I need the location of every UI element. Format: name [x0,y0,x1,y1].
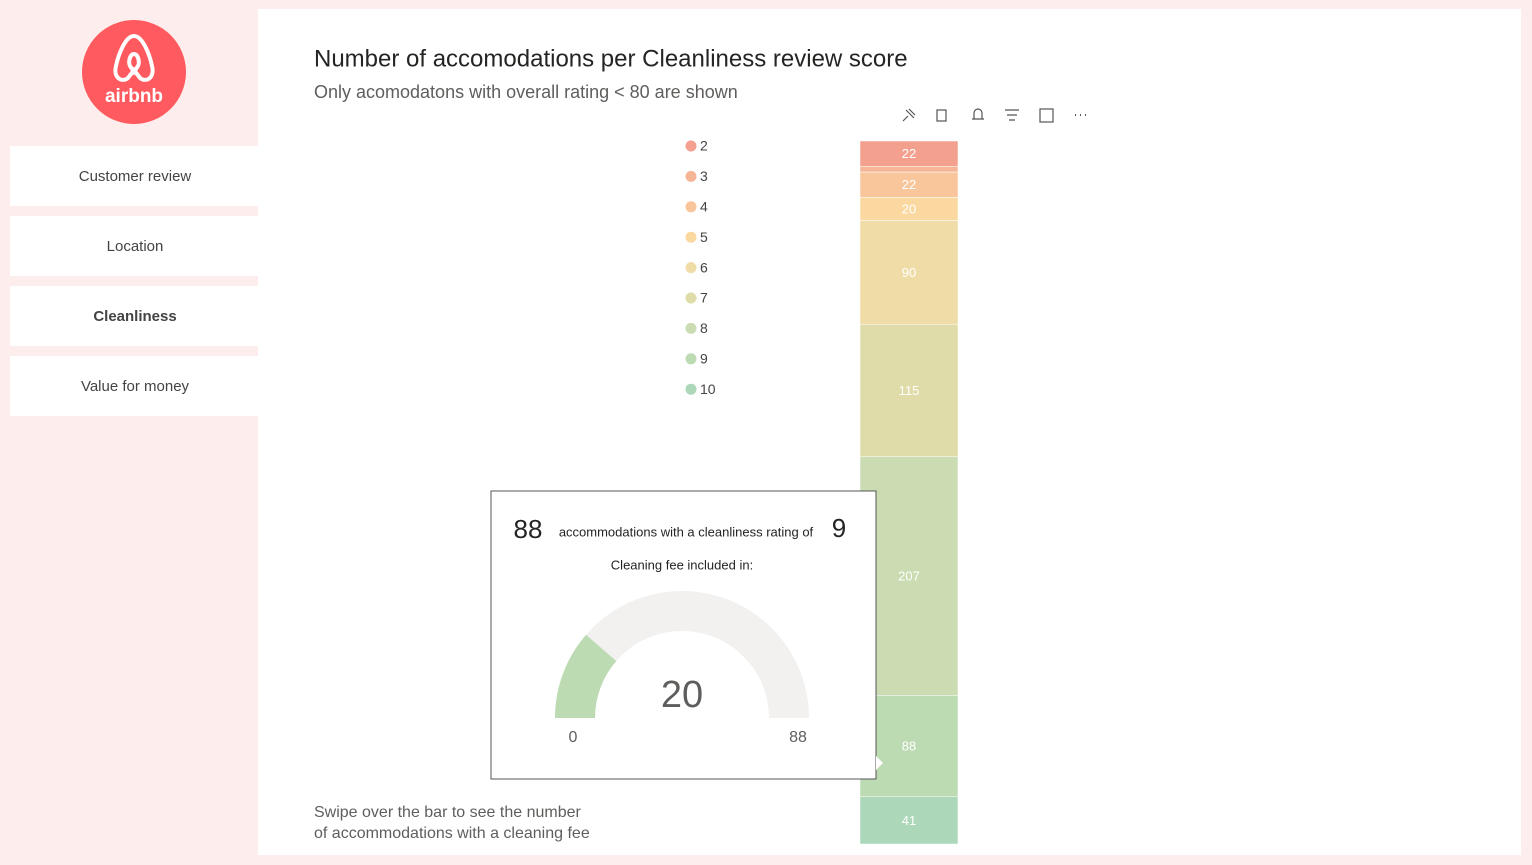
legend-marker [685,322,697,334]
gauge-min: 0 [569,729,578,746]
note: Swipe over the bar to see the number [314,804,581,821]
data-label: 90 [902,265,916,280]
data-label: 41 [902,813,916,828]
legend-label: 7 [700,290,708,306]
copy-icon[interactable] [936,109,947,122]
legend-label: 6 [700,259,708,275]
data-label: 207 [898,568,920,583]
logo-text: airbnb [105,86,163,107]
legend-marker [685,353,697,365]
focus-icon[interactable] [1039,108,1054,123]
alert-icon[interactable] [972,108,984,120]
legend-label: 10 [700,381,716,397]
legend-label: 2 [700,138,708,154]
legend-label: 9 [700,351,708,367]
legend-marker [685,292,697,304]
note: of accommodations with a cleaning fee [314,825,590,842]
gauge-max: 88 [789,729,807,746]
tooltip-subtitle: Cleaning fee included in: [611,557,753,572]
data-label: 22 [902,177,916,192]
nav-label[interactable]: Location [107,238,164,255]
tooltip-rating: 9 [832,513,846,543]
pin-icon[interactable] [902,108,916,122]
bar-segment[interactable] [859,220,959,325]
nav-label[interactable]: Cleanliness [93,308,176,325]
nav-label[interactable]: Value for money [81,378,190,395]
data-label: 22 [902,146,916,161]
legend-marker [685,262,697,274]
tooltip-text: accommodations with a cleanliness rating… [559,524,814,539]
logo-symbol [113,33,155,82]
bar-segment[interactable] [859,323,959,458]
legend-marker [685,383,697,395]
nav-button[interactable] [10,356,258,416]
legend-label: 4 [700,199,708,215]
visual-toolbar [902,108,1086,123]
chart-subtitle: Only acomodatons with overall rating < 8… [314,82,738,102]
nav-button[interactable] [10,286,258,346]
legend-label: 3 [700,168,708,184]
nav-button[interactable] [10,216,258,276]
bar-segment[interactable] [859,166,959,173]
tooltip-pointer [876,756,883,770]
filter-icon[interactable] [1005,109,1019,121]
gauge-fill [555,634,617,718]
tooltip: 88 accommodations with a cleanliness rat… [490,490,883,780]
gauge-value: 20 [661,674,703,716]
legend-marker [685,170,697,182]
data-label: 115 [899,383,920,398]
data-label: 88 [902,738,916,753]
legend-marker [685,201,697,213]
chart-title: Number of accomodations per Cleanliness … [314,45,908,72]
legend-marker [685,140,697,152]
gauge-track [555,591,809,718]
tooltip-count: 88 [514,514,543,544]
legend-marker [685,231,697,243]
nav-button[interactable] [10,146,258,206]
nav-label[interactable]: Customer review [79,168,192,185]
legend-label: 8 [700,320,708,336]
data-label: 20 [902,201,916,216]
legend-label: 5 [700,229,708,245]
bar-segment[interactable] [859,796,959,845]
tooltip-box [490,490,877,780]
